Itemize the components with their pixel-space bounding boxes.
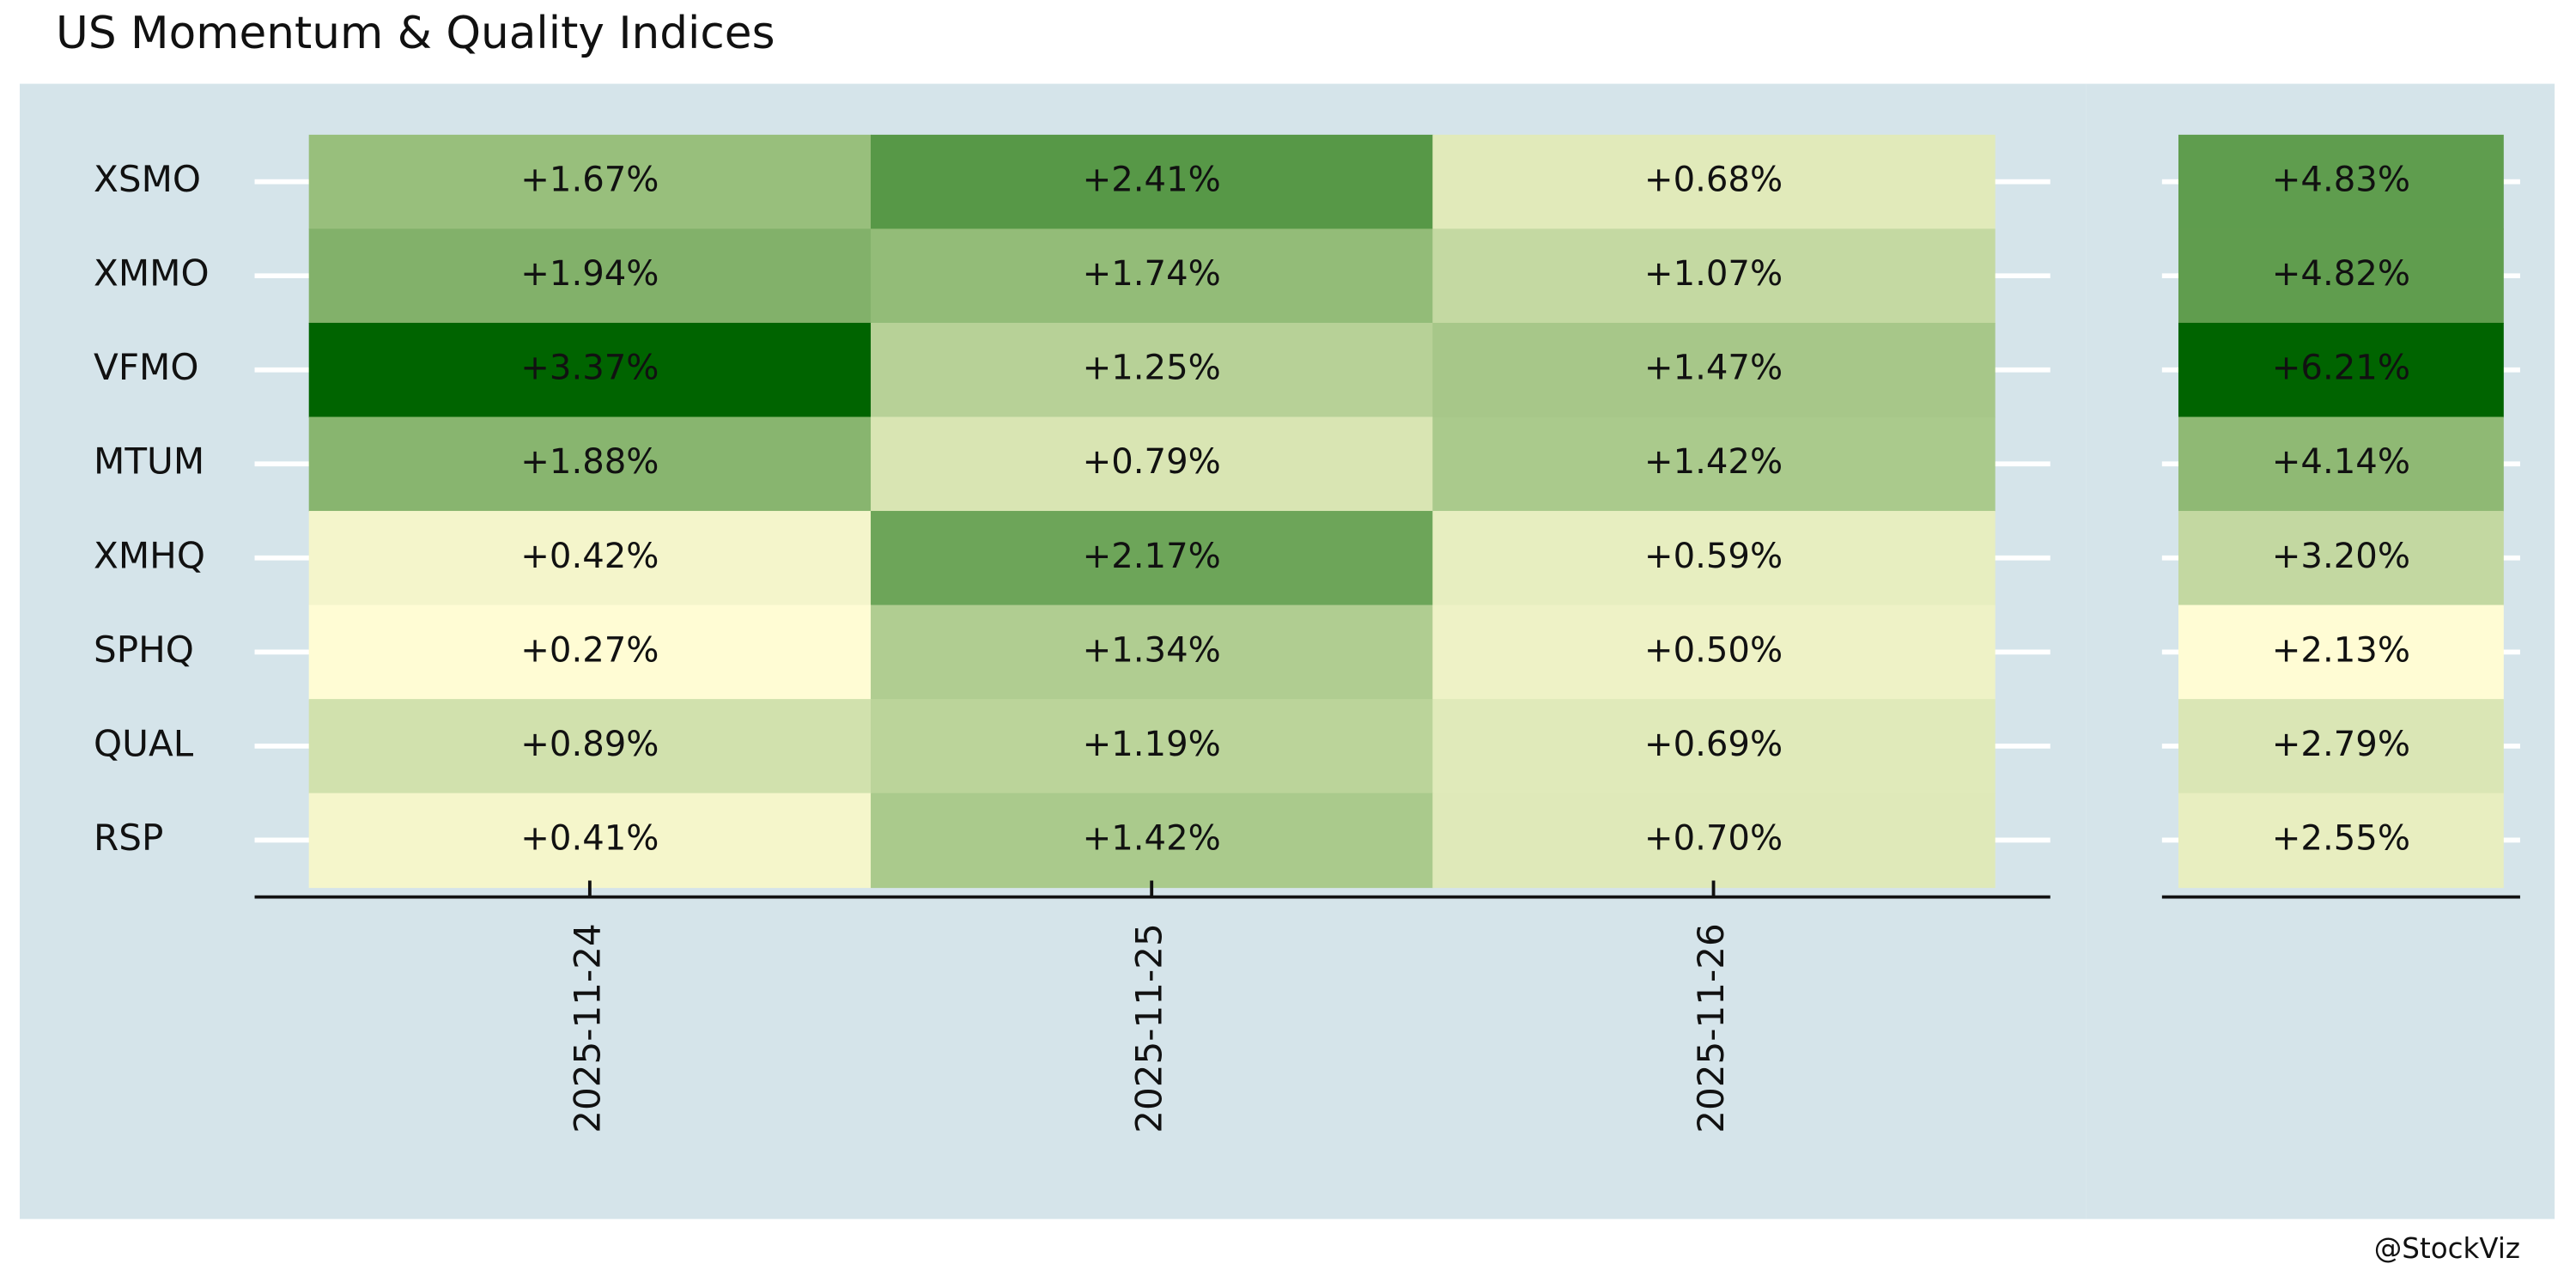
heatmap-cell [871, 605, 1434, 701]
heatmap-cell [871, 416, 1434, 512]
total-cell [2178, 605, 2504, 701]
cell-label: +0.79% [1083, 442, 1221, 482]
heatmap-cell [871, 322, 1434, 418]
heatmap-cell [871, 793, 1434, 889]
total-label: +2.13% [2272, 630, 2410, 670]
heatmap-cell [871, 699, 1434, 794]
cell-label: +2.41% [1083, 161, 1221, 200]
total-label: +2.79% [2272, 725, 2410, 764]
x-tick-label: 2025-11-25 [1128, 923, 1170, 1133]
heatmap-cell [1432, 511, 1996, 606]
x-tick-label: 2025-11-26 [1690, 923, 1732, 1133]
total-cell [2178, 511, 2504, 606]
cell-label: +1.42% [1083, 818, 1221, 858]
total-label: +4.82% [2272, 254, 2410, 294]
heatmap-cell [1432, 699, 1996, 794]
cell-label: +1.34% [1083, 630, 1221, 670]
heatmap-cell [308, 793, 872, 889]
total-cell [2178, 699, 2504, 794]
cell-label: +0.50% [1644, 630, 1783, 670]
heatmap-cell [308, 511, 872, 606]
row-label: QUAL [94, 722, 194, 764]
cell-label: +1.42% [1644, 442, 1783, 482]
row-label: SPHQ [94, 629, 194, 671]
cell-label: +2.17% [1083, 537, 1221, 576]
heatmap-cell [871, 228, 1434, 324]
cell-label: +0.42% [520, 537, 659, 576]
row-label: XMMO [94, 252, 210, 295]
x-tick-label: 2025-11-24 [566, 923, 608, 1133]
heatmap-cell [1432, 605, 1996, 701]
caption: @StockViz [2374, 1232, 2520, 1265]
heatmap-cell [308, 699, 872, 794]
chart-title: US Momentum & Quality Indices [56, 8, 775, 59]
heatmap-cell [1432, 322, 1996, 418]
cell-label: +0.59% [1644, 537, 1783, 576]
heatmap-cell [871, 134, 1434, 230]
cell-label: +0.70% [1644, 818, 1783, 858]
heatmap-cell [308, 134, 872, 230]
row-label: XSMO [94, 158, 201, 200]
cell-label: +1.94% [520, 254, 659, 294]
cell-label: +0.69% [1644, 725, 1783, 764]
cell-label: +1.67% [520, 161, 659, 200]
cell-label: +1.47% [1644, 349, 1783, 388]
cell-label: +1.25% [1083, 349, 1221, 388]
cell-label: +0.41% [520, 818, 659, 858]
cell-label: +3.37% [520, 349, 659, 388]
heatmap-cell [1432, 416, 1996, 512]
cell-label: +0.89% [520, 725, 659, 764]
total-cell [2178, 228, 2504, 324]
cell-label: +1.19% [1083, 725, 1221, 764]
total-cell [2178, 793, 2504, 889]
cell-label: +1.88% [520, 442, 659, 482]
cell-label: +0.27% [520, 630, 659, 670]
heatmap-cell [1432, 228, 1996, 324]
total-cell [2178, 322, 2504, 418]
total-label: +3.20% [2272, 537, 2410, 576]
total-label: +4.83% [2272, 161, 2410, 200]
row-label: XMHQ [94, 534, 205, 576]
total-label: +2.55% [2272, 818, 2410, 858]
cell-label: +1.07% [1644, 254, 1783, 294]
row-label: MTUM [94, 440, 204, 483]
total-label: +6.21% [2272, 349, 2410, 388]
cell-label: +1.74% [1083, 254, 1221, 294]
heatmap-cell [871, 511, 1434, 606]
heatmap-cell [308, 228, 872, 324]
row-label: RSP [94, 817, 163, 859]
heatmap-cell [308, 605, 872, 701]
heatmap-cell [308, 416, 872, 512]
total-cell [2178, 134, 2504, 230]
heatmap-cell [1432, 134, 1996, 230]
heatmap-cell [308, 322, 872, 418]
cell-label: +0.68% [1644, 161, 1783, 200]
row-label: VFMO [94, 346, 198, 388]
heatmap-cell [1432, 793, 1996, 889]
total-cell [2178, 416, 2504, 512]
total-label: +4.14% [2272, 442, 2410, 482]
